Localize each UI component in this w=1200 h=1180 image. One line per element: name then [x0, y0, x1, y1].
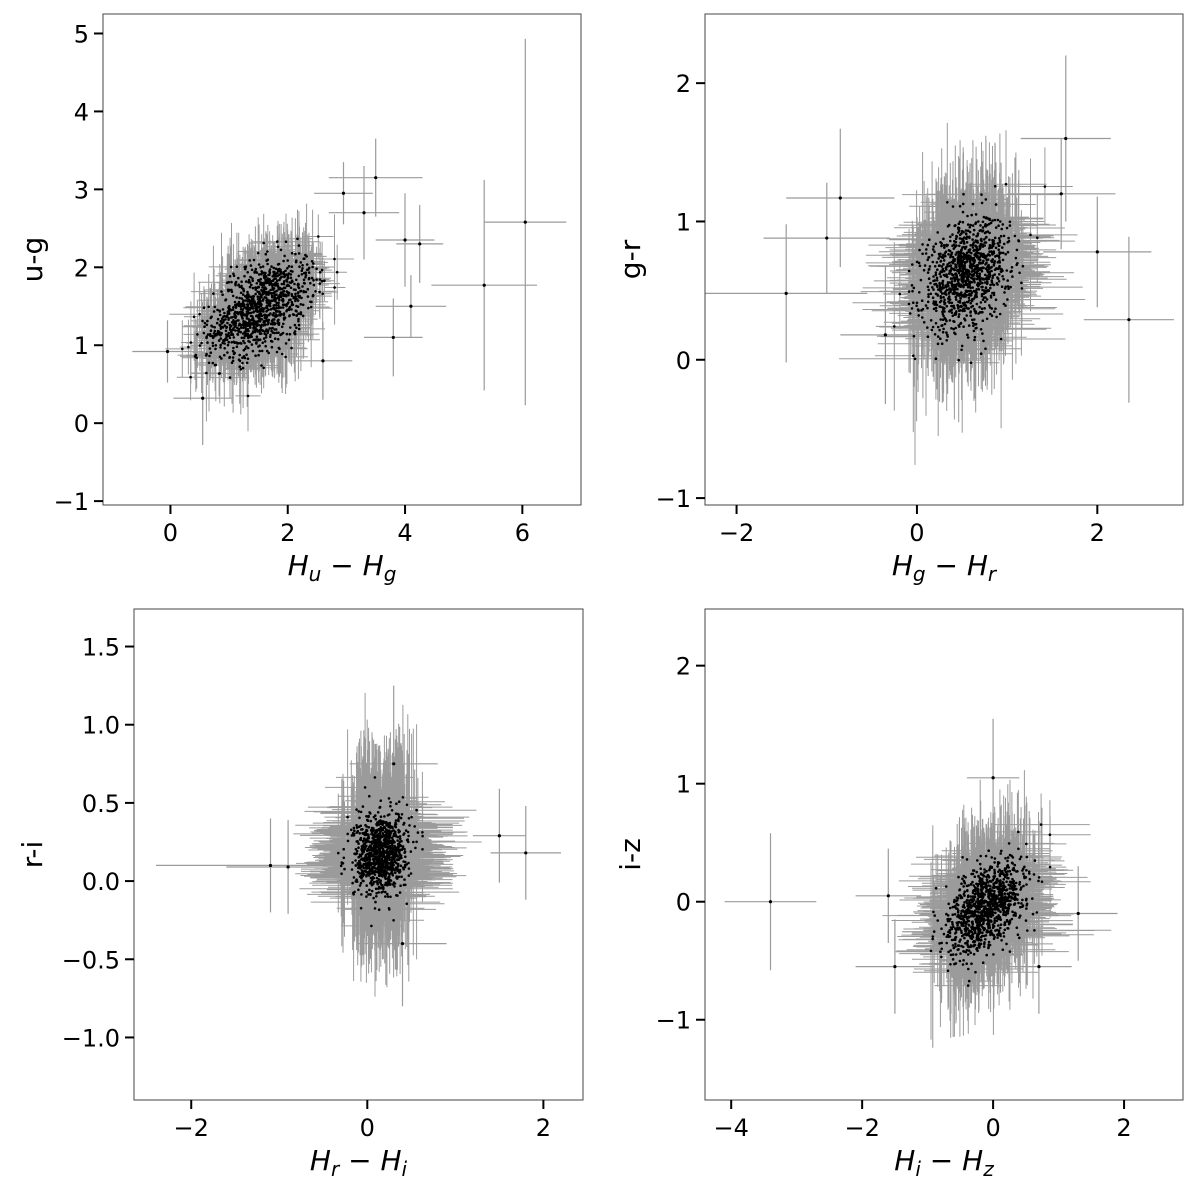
plot-frame — [704, 13, 1184, 506]
x-tick-label: 2 — [536, 1114, 551, 1142]
y-tick-label: 0 — [676, 889, 691, 917]
y-axis-label: g-r — [614, 239, 647, 279]
y-tick-label: −1 — [656, 485, 691, 513]
x-tick-label: 0 — [909, 519, 924, 547]
outlier-point-5 — [886, 894, 890, 898]
y-tick-label: 2 — [676, 70, 691, 98]
chart-panel-3: −2 0 2 −1.0 −0.5 0.0 0.5 1.0 1.5 r-i Hr − Hi — [16, 608, 584, 1180]
outlier-point-10 — [165, 349, 170, 354]
y-tick-label: 2 — [676, 653, 691, 681]
y-tick-label: −1.0 — [62, 1024, 120, 1052]
outlier-point-5 — [1059, 192, 1063, 196]
outlier-point-6 — [392, 762, 396, 766]
x-axis-label: Hu − Hg — [288, 549, 397, 586]
y-tick-label: 3 — [74, 176, 89, 204]
error-bars — [132, 38, 567, 445]
outlier-point-3 — [784, 291, 788, 295]
x-tick-label: 2 — [1116, 1114, 1131, 1142]
outlier-point-6 — [403, 238, 407, 242]
outlier-point-7 — [825, 236, 829, 240]
outlier-point-4 — [400, 942, 405, 946]
data-points — [268, 762, 528, 946]
data-points — [768, 776, 1080, 987]
x-axis-label: Hg − Hr — [892, 549, 998, 586]
y-tick-label: 5 — [74, 20, 89, 48]
outlier-point-1 — [523, 220, 527, 224]
x-tick-label: −2 — [174, 1114, 209, 1142]
outlier-point-3 — [268, 863, 273, 868]
chart-panel-1: 0 2 4 6 −1 0 1 2 3 4 5 u-g Hu − Hg — [16, 13, 582, 586]
outlier-point-2 — [893, 965, 897, 969]
y-tick-label: 0.0 — [82, 868, 120, 896]
cluster-points — [337, 776, 424, 928]
outlier-point-2 — [482, 283, 486, 287]
x-tick-label: 2 — [1090, 519, 1105, 547]
y-tick-label: 1.5 — [82, 634, 120, 662]
error-bars — [724, 718, 1118, 1048]
outlier-point-12 — [321, 359, 325, 363]
x-axis-label: Hr − Hi — [310, 1144, 408, 1180]
outlier-point-3 — [374, 176, 378, 180]
data-points — [784, 136, 1131, 365]
y-tick-label: 2 — [74, 254, 89, 282]
plot-frame — [704, 608, 1184, 1101]
outlier-point-1 — [524, 851, 528, 855]
x-axis-label: Hi − Hz — [894, 1144, 994, 1180]
outlier-point-4 — [1076, 911, 1080, 916]
outlier-point-2 — [497, 834, 501, 838]
plot-frame — [133, 608, 584, 1101]
outlier-point-11 — [201, 396, 205, 400]
error-bars — [156, 685, 561, 1007]
y-tick-label: 1.0 — [82, 712, 120, 740]
cluster-points — [893, 182, 1047, 365]
outlier-point-4 — [1127, 318, 1131, 322]
cluster-points — [929, 823, 1052, 987]
plot-frame — [102, 13, 582, 506]
y-tick-label: −1 — [656, 1007, 691, 1035]
outlier-point-6 — [1095, 250, 1099, 254]
outlier-point-3 — [991, 776, 995, 780]
x-tick-label: 2 — [280, 519, 295, 547]
outlier-point-8 — [391, 335, 395, 340]
y-axis-label: i-z — [614, 838, 647, 871]
outlier-point-7 — [418, 242, 422, 246]
y-tick-label: 1 — [74, 332, 89, 360]
outlier-point-9 — [409, 304, 413, 308]
x-tick-label: 0 — [163, 519, 178, 547]
error-bars — [705, 55, 1174, 465]
y-tick-label: 4 — [74, 98, 89, 126]
outlier-point-5 — [341, 191, 346, 195]
y-tick-label: 1 — [676, 208, 691, 236]
x-tick-label: 4 — [397, 519, 412, 547]
x-tick-label: −2 — [719, 519, 754, 547]
y-tick-label: −0.5 — [62, 946, 120, 974]
outlier-point-4 — [362, 211, 366, 215]
data-points — [165, 176, 527, 400]
x-tick-label: 0 — [360, 1114, 375, 1142]
outlier-point-2 — [838, 196, 842, 200]
y-tick-label: 1 — [676, 771, 691, 799]
outlier-point-8 — [883, 333, 887, 337]
chart-panel-2: −2 0 2 −1 0 1 2 g-r Hg − Hr — [614, 13, 1184, 586]
outlier-point-5 — [286, 865, 290, 869]
x-tick-label: 6 — [515, 519, 530, 547]
y-tick-label: 0.5 — [82, 790, 120, 818]
cluster-points — [181, 235, 339, 398]
y-tick-label: 0 — [676, 347, 691, 375]
outlier-point-1 — [1064, 136, 1068, 141]
x-tick-label: 0 — [985, 1114, 1000, 1142]
y-tick-label: 0 — [74, 410, 89, 438]
y-axis-label: r-i — [16, 841, 49, 869]
outlier-point-6 — [1037, 965, 1041, 969]
x-tick-label: −2 — [844, 1114, 879, 1142]
cluster-error-bars — [839, 122, 1086, 465]
outlier-point-1 — [768, 900, 773, 904]
y-tick-label: −1 — [54, 488, 89, 516]
y-axis-label: u-g — [16, 237, 49, 283]
x-tick-label: −4 — [713, 1114, 748, 1142]
chart-panel-4: −4 −2 0 2 −1 0 1 2 i-z Hi − Hz — [614, 608, 1184, 1180]
